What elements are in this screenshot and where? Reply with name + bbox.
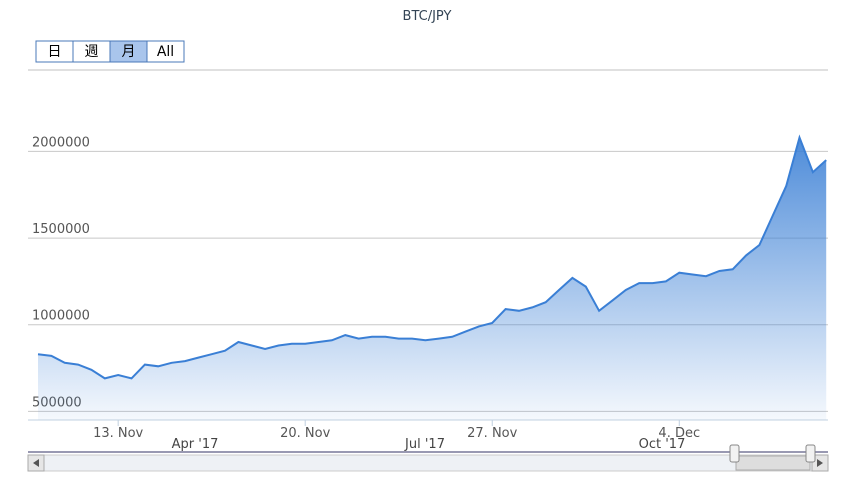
y-tick-label: 1000000 [32,309,90,324]
x-tick-label: 13. Nov [93,426,143,441]
navigator-label: Oct '17 [639,437,686,452]
chart-title: BTC/JPY [403,9,452,24]
y-tick-label: 1500000 [32,222,90,237]
range-button-label: 日 [48,44,62,60]
line [37,134,827,380]
range-button-label: 週 [85,44,99,60]
x-tick-label: 4. Dec [658,426,700,441]
navigator [27,444,829,472]
scroll-thumb[interactable] [735,455,811,471]
y-tick-label: 2000000 [32,135,90,150]
nav-handle[interactable] [729,444,740,463]
range-button[interactable] [146,40,185,63]
x-tick-label: 20. Nov [280,426,330,441]
nav-handle[interactable] [805,444,816,463]
area-fill [38,137,827,420]
arrow [817,459,823,467]
scrollbar-track [27,454,829,472]
arrow [33,459,39,467]
x-tick-label: 27. Nov [467,426,517,441]
navigator-label: Jul '17 [404,437,445,452]
navigator-label: Apr '17 [172,437,219,452]
range-button-label: All [157,44,174,60]
range-buttons: 日 週 月 All [35,40,185,63]
range-button-label: 月 [122,44,136,60]
